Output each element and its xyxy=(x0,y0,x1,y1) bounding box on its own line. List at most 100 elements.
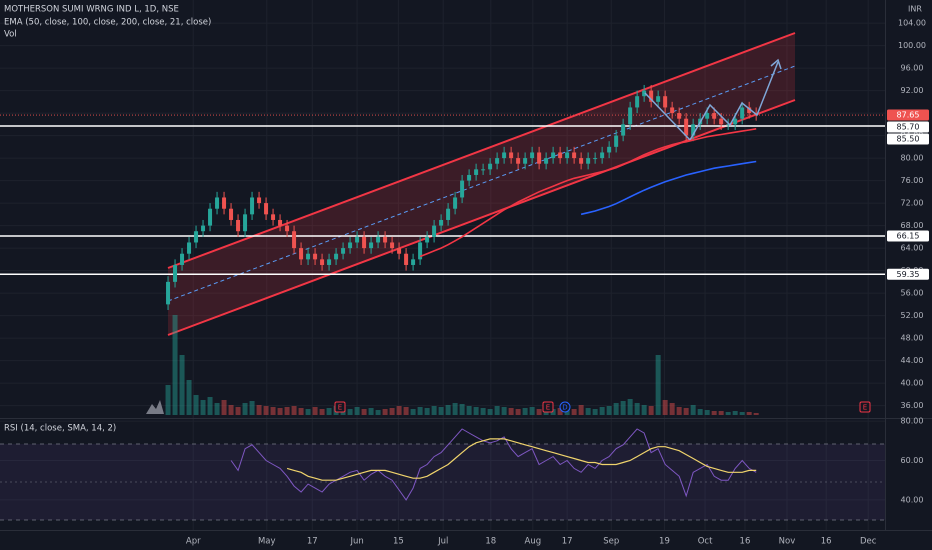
candle-body xyxy=(509,152,514,159)
price-tag-label: 66.15 xyxy=(897,232,920,241)
x-tick-label: 18 xyxy=(485,537,496,547)
volume-bar xyxy=(585,408,591,415)
y-tick-label: 52.00 xyxy=(901,311,924,320)
candle-body xyxy=(677,113,682,119)
y-tick-label: 92.00 xyxy=(901,86,924,95)
candle-body xyxy=(320,259,325,265)
volume-bar xyxy=(228,405,234,415)
candle-body xyxy=(460,180,465,198)
candle-body xyxy=(215,197,220,209)
volume-bar xyxy=(613,403,619,415)
price-tag-label: 87.65 xyxy=(897,111,920,120)
volume-bar xyxy=(207,397,213,415)
y-tick-label: 36.00 xyxy=(901,401,924,410)
candle-body xyxy=(712,113,717,119)
x-tick-label: Sep xyxy=(603,537,619,547)
candle-body xyxy=(292,231,297,249)
volume-bar xyxy=(319,409,325,415)
candle-body xyxy=(516,158,521,164)
volume-bar xyxy=(389,408,395,415)
logo-icon xyxy=(146,400,164,414)
volume-bar xyxy=(753,413,759,415)
x-tick-label: Apr xyxy=(186,537,201,547)
volume-bar xyxy=(627,399,633,415)
x-tick-label: May xyxy=(258,537,276,547)
candle-body xyxy=(649,90,654,102)
candle-body xyxy=(544,158,549,164)
x-tick-label: 17 xyxy=(562,537,573,547)
price-tag xyxy=(887,268,929,280)
candle-body xyxy=(166,281,171,305)
volume-bar xyxy=(732,411,738,415)
volume-bar xyxy=(396,406,402,415)
candle-body xyxy=(726,124,731,126)
candle-body xyxy=(586,158,591,164)
volume-bar xyxy=(466,406,472,415)
volume-bar xyxy=(662,400,668,415)
x-tick-label: 15 xyxy=(393,537,404,547)
volume-bar xyxy=(578,405,584,415)
candle-body xyxy=(670,107,675,114)
event-label: E xyxy=(338,404,342,412)
volume-bar xyxy=(620,401,626,415)
candle-body xyxy=(642,90,647,97)
volume-bar xyxy=(746,412,752,415)
volume-bar xyxy=(410,409,416,415)
volume-bar xyxy=(529,407,535,415)
event-label: E xyxy=(863,404,867,412)
candle-body xyxy=(579,158,584,164)
candle-body xyxy=(691,124,696,136)
volume-bar xyxy=(592,409,598,415)
volume-bar xyxy=(382,409,388,415)
candle-body xyxy=(334,253,339,260)
rsi-tick-label: 40.00 xyxy=(901,495,924,504)
candle-body xyxy=(271,214,276,220)
x-tick-label: Jun xyxy=(349,537,363,547)
rsi-line xyxy=(230,428,757,501)
candle-body xyxy=(369,242,374,249)
volume-layer xyxy=(165,315,759,415)
x-tick-label: 16 xyxy=(740,537,751,547)
volume-bar xyxy=(431,406,437,415)
volume-bar xyxy=(179,355,185,415)
candle-body xyxy=(656,96,661,102)
volume-bar xyxy=(284,407,290,415)
volume-bar xyxy=(200,400,206,415)
y-tick-label: 80.00 xyxy=(901,154,924,163)
volume-bar xyxy=(522,408,528,415)
volume-bar xyxy=(277,408,283,415)
volume-bar xyxy=(242,403,248,415)
candle-body xyxy=(250,197,255,215)
candle-body xyxy=(208,208,213,226)
volume-bar xyxy=(487,409,493,415)
volume-bar xyxy=(501,407,507,415)
volume-bar xyxy=(445,405,451,415)
candle-body xyxy=(439,219,444,226)
chart-title: MOTHERSON SUMI WRNG IND L, 1D, NSE xyxy=(4,5,179,15)
y-tick-label: 40.00 xyxy=(901,379,924,388)
candle-body xyxy=(397,248,402,254)
candle-body xyxy=(201,225,206,232)
volume-bar xyxy=(711,411,717,415)
candle-body xyxy=(537,152,542,164)
volume-bar xyxy=(193,395,199,415)
y-tick-label: 96.00 xyxy=(901,64,924,73)
volume-bar xyxy=(648,406,654,415)
candle-body xyxy=(565,152,570,159)
x-tick-label: 16 xyxy=(821,537,832,547)
candle-body xyxy=(362,236,367,249)
logo xyxy=(146,400,164,414)
currency-label: INR xyxy=(908,5,922,14)
y-tick-label: 48.00 xyxy=(901,334,924,343)
candle-body xyxy=(635,96,640,108)
candle-body xyxy=(446,208,451,220)
volume-bar xyxy=(683,408,689,415)
candle-body xyxy=(376,236,381,243)
candle-body xyxy=(628,107,633,125)
candle-body xyxy=(383,236,388,243)
volume-bar xyxy=(480,408,486,415)
volume-bar xyxy=(655,355,661,415)
candle-body xyxy=(390,242,395,249)
candle-body xyxy=(355,236,360,243)
